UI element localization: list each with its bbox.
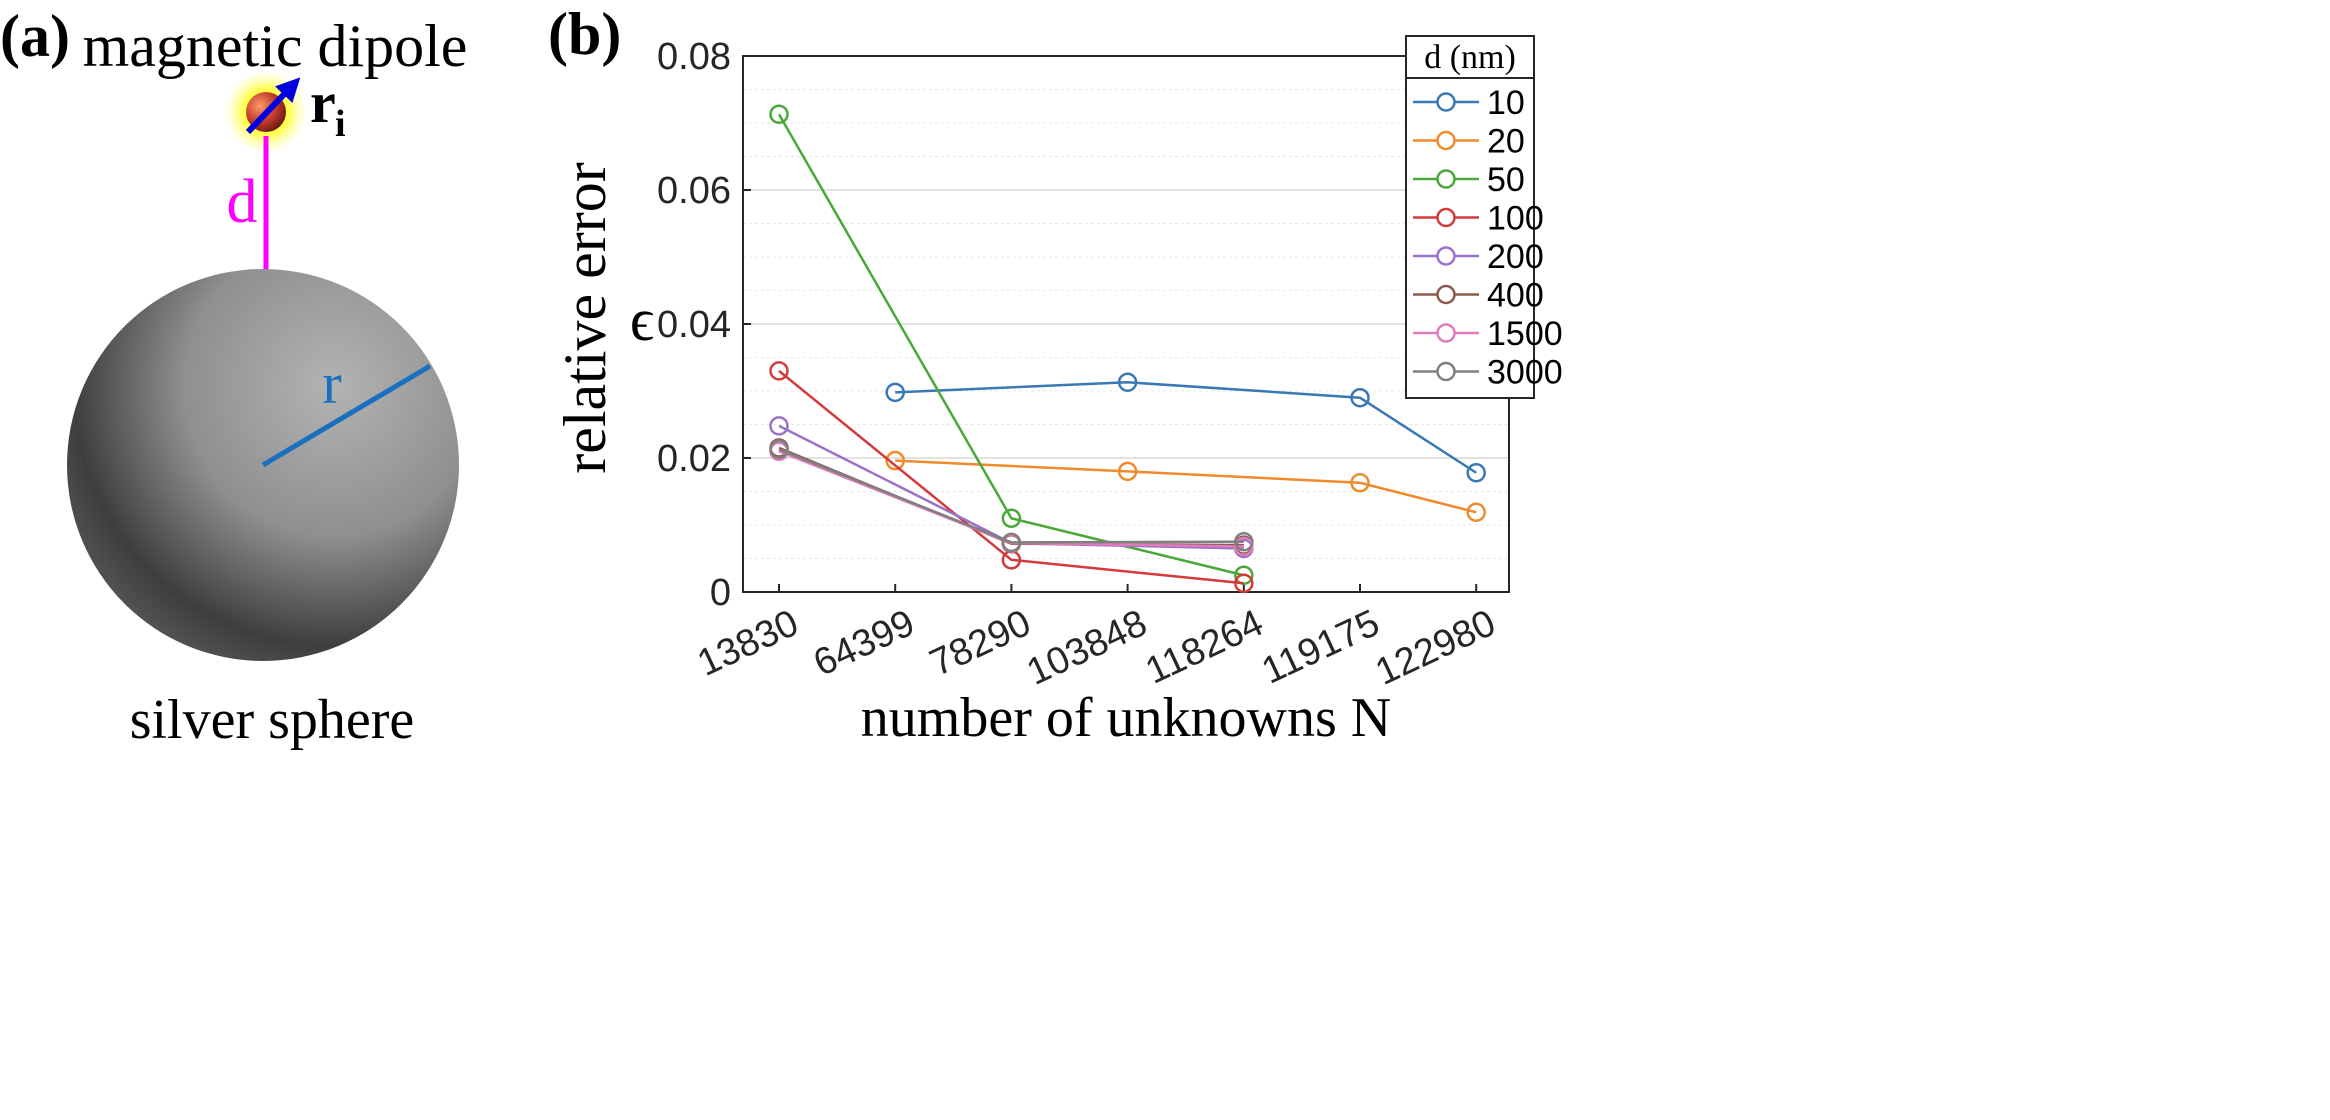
legend-entry-400: 400 [1413, 277, 1544, 315]
data-point [1234, 532, 1254, 552]
legend-entry-50: 50 [1413, 161, 1525, 199]
data-point [769, 104, 789, 125]
y-tick-label: 0.06 [657, 170, 731, 212]
radius-line [261, 363, 432, 468]
data-point [1234, 573, 1254, 594]
series-layer [769, 104, 1486, 594]
legend-marker [1436, 246, 1456, 266]
data-point [1350, 387, 1370, 408]
position-symbol: r [310, 70, 336, 135]
legend-marker [1436, 169, 1456, 189]
data-point [1234, 565, 1254, 585]
legend-label: 100 [1487, 200, 1544, 238]
y-tick-label: 0.08 [657, 36, 731, 78]
series-3000 [769, 439, 1254, 553]
legend-entry-100: 100 [1413, 200, 1544, 238]
legend-label: 10 [1487, 84, 1525, 122]
legend-entry-20: 20 [1413, 123, 1525, 161]
legend-entry-10: 10 [1413, 84, 1525, 122]
x-tick-label: 78290 [924, 602, 1038, 685]
x-tick-label: 64399 [807, 602, 921, 685]
sphere-caption: silver sphere [130, 689, 415, 751]
x-tick-label: 103848 [1021, 602, 1154, 694]
panel-a-label: (a) [0, 3, 70, 69]
grid [743, 89, 1509, 559]
x-axis-label: number of unknowns N [861, 687, 1391, 749]
series-line [777, 113, 1245, 577]
series-line [778, 369, 1244, 585]
data-point [769, 416, 789, 436]
series-20 [885, 450, 1486, 523]
data-point [885, 382, 905, 403]
data-point [1466, 502, 1486, 523]
series-line [778, 448, 1244, 544]
legend-marker [1436, 92, 1456, 112]
data-point [1466, 462, 1486, 483]
data-point [885, 450, 905, 471]
legend-marker [1436, 130, 1456, 151]
legend-label: 20 [1487, 123, 1525, 161]
y-axis-label: relative error [552, 162, 618, 473]
panel-b: (b) relative error ϵ 0 0.02 0.04 0.06 0.08 13… [548, 1, 1563, 749]
data-point [1117, 461, 1138, 482]
data-point [1001, 508, 1022, 529]
panel-b-label: (b) [548, 1, 621, 67]
dipole-title: magnetic dipole [83, 13, 468, 79]
legend-marker [1436, 284, 1456, 305]
data-point [769, 439, 789, 460]
legend-label: 1500 [1487, 315, 1563, 353]
x-tick-label: 119175 [1256, 602, 1386, 692]
legend-title: d (nm) [1424, 39, 1516, 76]
legend-entry-3000: 3000 [1413, 354, 1563, 392]
radius-label: r [322, 351, 341, 416]
y-axis-symbol: ϵ [630, 287, 654, 353]
legend-marker [1436, 323, 1456, 343]
panel-a: (a) magnetic dipole r i d r silver spher… [0, 3, 467, 751]
distance-label: d [227, 168, 258, 236]
series-line [895, 459, 1477, 514]
legend-entry-1500: 1500 [1413, 315, 1563, 353]
series-50 [769, 104, 1254, 585]
x-tick-label: 118264 [1139, 602, 1269, 692]
x-tick-label: 122980 [1369, 602, 1502, 694]
data-point [1350, 473, 1370, 493]
legend-label: 400 [1487, 277, 1544, 315]
dipole-moment-arrow-icon [245, 77, 301, 135]
data-point [769, 361, 789, 381]
legend-label: 200 [1487, 238, 1544, 276]
series-10 [885, 372, 1486, 483]
legend-entry-200: 200 [1413, 238, 1544, 276]
y-tick-label: 0.04 [657, 304, 731, 346]
y-tick-label: 0.02 [657, 438, 731, 480]
data-point [1117, 372, 1138, 393]
legend-marker [1436, 361, 1456, 382]
legend-marker [1436, 207, 1456, 228]
legend-label: 50 [1487, 161, 1525, 199]
data-point [1001, 532, 1022, 553]
y-tick-label: 0 [710, 572, 731, 614]
position-subscript: i [335, 103, 346, 145]
series-line [895, 381, 1477, 474]
x-tick-label: 13830 [691, 602, 805, 685]
legend-label: 3000 [1487, 354, 1563, 392]
